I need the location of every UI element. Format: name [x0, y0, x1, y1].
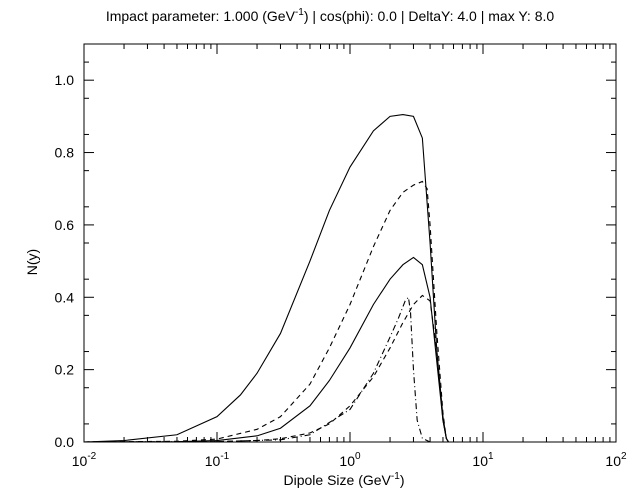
x-tick-label-base: 10	[339, 453, 355, 469]
x-tick-label-exponent: 2	[621, 451, 627, 462]
chart-title-superscript: -1	[295, 7, 304, 18]
x-tick-label-base: 10	[205, 453, 221, 469]
series-line-2-dashed	[83, 180, 616, 443]
y-tick-label: 0.0	[55, 434, 75, 450]
x-tick-label-base: 10	[605, 453, 621, 469]
y-axis-label: N(y)	[24, 249, 40, 275]
x-tick-label: 102	[605, 451, 627, 469]
x-tick-label-exponent: -1	[220, 451, 229, 462]
x-tick-label-base: 10	[72, 453, 88, 469]
y-tick-label: 0.6	[55, 217, 75, 233]
series-line-3-solid	[83, 256, 616, 443]
x-axis-label-superscript: -1	[391, 471, 400, 482]
x-tick-label-exponent: 0	[355, 451, 361, 462]
x-tick-label: 10-1	[205, 451, 230, 469]
y-tick-label: 0.8	[55, 145, 75, 161]
series-line-4-dashed	[83, 294, 616, 443]
chart-title-suffix: ) | cos(phi): 0.0 | DeltaY: 4.0 | max Y:…	[304, 8, 555, 24]
series-line-1-solid	[83, 113, 616, 443]
plot-frame	[83, 43, 617, 443]
y-tick-label: 0.4	[55, 289, 75, 305]
x-tick-label: 101	[472, 451, 494, 469]
x-axis-label: Dipole Size (GeV-1)	[284, 471, 405, 488]
x-tick-label: 100	[339, 451, 361, 469]
x-axis-label-suffix: )	[400, 472, 405, 488]
x-tick-label-exponent: -2	[87, 451, 96, 462]
x-tick-label: 10-2	[72, 451, 97, 469]
y-tick-label: 1.0	[55, 72, 75, 88]
series-layer	[83, 113, 616, 443]
x-axis-label-prefix: Dipole Size (GeV	[284, 472, 392, 488]
series-line-5-dashdot	[83, 296, 616, 443]
x-tick-label-exponent: 1	[488, 451, 494, 462]
chart-title-prefix: Impact parameter: 1.000 (GeV	[106, 8, 296, 24]
x-tick-label-base: 10	[472, 453, 488, 469]
y-tick-label: 0.2	[55, 362, 75, 378]
chart-title: Impact parameter: 1.000 (GeV-1) | cos(ph…	[106, 7, 555, 24]
